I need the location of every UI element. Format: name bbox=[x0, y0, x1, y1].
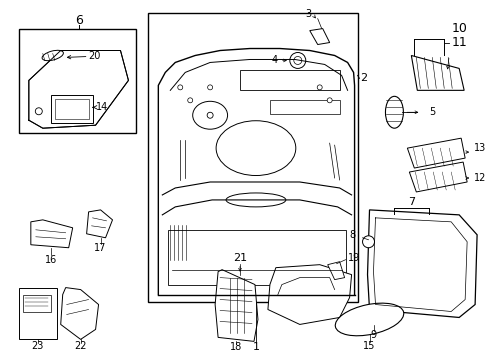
Circle shape bbox=[35, 108, 42, 115]
Text: 1: 1 bbox=[252, 342, 260, 352]
Ellipse shape bbox=[335, 303, 404, 336]
Text: 11: 11 bbox=[451, 36, 467, 49]
Text: 12: 12 bbox=[474, 173, 487, 183]
Text: 15: 15 bbox=[363, 341, 376, 351]
Bar bbox=[51, 95, 93, 123]
Polygon shape bbox=[87, 210, 113, 238]
Text: 10: 10 bbox=[451, 22, 467, 35]
Bar bbox=[23, 294, 51, 312]
Polygon shape bbox=[328, 262, 344, 280]
Ellipse shape bbox=[386, 96, 403, 128]
Ellipse shape bbox=[216, 121, 296, 176]
Polygon shape bbox=[61, 288, 98, 339]
Text: 14: 14 bbox=[96, 102, 108, 112]
Text: 13: 13 bbox=[474, 143, 487, 153]
Polygon shape bbox=[268, 265, 352, 324]
Polygon shape bbox=[215, 270, 258, 341]
Polygon shape bbox=[31, 220, 73, 248]
Text: 5: 5 bbox=[429, 107, 436, 117]
Text: 18: 18 bbox=[230, 342, 242, 352]
Text: 23: 23 bbox=[32, 341, 44, 351]
Circle shape bbox=[363, 236, 374, 248]
Text: 3: 3 bbox=[306, 9, 312, 19]
Ellipse shape bbox=[193, 101, 227, 129]
Circle shape bbox=[294, 57, 302, 64]
Circle shape bbox=[178, 85, 183, 90]
Circle shape bbox=[208, 85, 213, 90]
Bar bbox=[240, 71, 340, 90]
Circle shape bbox=[188, 98, 193, 103]
Circle shape bbox=[317, 85, 322, 90]
Polygon shape bbox=[407, 138, 465, 168]
Text: 20: 20 bbox=[89, 51, 101, 62]
Text: 2: 2 bbox=[360, 73, 367, 84]
Circle shape bbox=[327, 98, 332, 103]
Text: 17: 17 bbox=[95, 243, 107, 253]
Ellipse shape bbox=[42, 50, 63, 60]
Bar bbox=[148, 13, 358, 302]
Text: 9: 9 bbox=[370, 330, 376, 341]
Text: 7: 7 bbox=[408, 197, 415, 207]
Bar bbox=[19, 288, 57, 339]
Polygon shape bbox=[29, 50, 128, 128]
Text: 8: 8 bbox=[349, 230, 356, 240]
Circle shape bbox=[368, 314, 379, 325]
Polygon shape bbox=[368, 210, 477, 318]
Text: 6: 6 bbox=[74, 14, 83, 27]
Text: 16: 16 bbox=[45, 255, 57, 265]
Circle shape bbox=[290, 53, 306, 68]
Polygon shape bbox=[310, 28, 330, 45]
Ellipse shape bbox=[226, 193, 286, 207]
Text: 4: 4 bbox=[272, 55, 278, 66]
Text: 19: 19 bbox=[347, 253, 360, 263]
Polygon shape bbox=[409, 162, 467, 192]
Bar bbox=[270, 100, 340, 114]
Bar bbox=[168, 230, 345, 285]
Bar bbox=[19, 28, 136, 133]
Bar bbox=[55, 99, 89, 119]
Circle shape bbox=[207, 112, 213, 118]
Polygon shape bbox=[412, 55, 464, 90]
Text: 21: 21 bbox=[233, 253, 247, 263]
Text: 22: 22 bbox=[74, 341, 87, 351]
